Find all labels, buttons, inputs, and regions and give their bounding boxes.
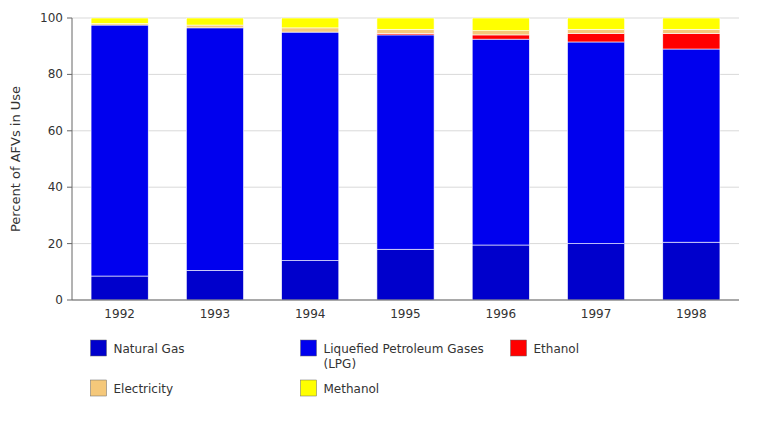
legend-swatch [91,380,107,396]
bar-segment [91,276,148,300]
grid-line [72,300,739,301]
x-tick-label: 1994 [295,307,326,321]
legend-label: Liquefied Petroleum Gases(LPG) [324,342,484,371]
bar-segment [91,18,148,24]
legend-label: Natural Gas [114,342,185,356]
x-tick-label: 1996 [486,307,517,321]
bar-segment [472,39,529,245]
chart-container: 0 20 40 60 80 100 1992 1993 1994 1995 1996 1997 1998… [0,0,763,430]
bar-segment [663,49,720,242]
bar-segment [377,35,434,249]
y-axis-line [72,18,73,300]
bar-segment [472,245,529,300]
x-tick-label: 1998 [676,307,707,321]
bar-segment [377,249,434,300]
y-tick [67,18,72,19]
bar-segment [663,34,720,50]
bar-segment [567,34,624,42]
bar-segment [472,31,529,35]
y-tick-label: 100 [40,11,63,25]
x-tick-label: 1997 [581,307,612,321]
bar-segment [472,18,529,31]
bar-segment [186,18,243,25]
bar-segment [91,25,148,276]
y-tick-label: 20 [48,237,63,251]
bar-segment [91,25,148,26]
legend-swatch [301,380,317,396]
bar-segment [567,29,624,33]
bar-segment [282,261,339,300]
legend-label: Ethanol [534,342,580,356]
legend-swatch [301,340,317,356]
chart: 0 20 40 60 80 100 1992 1993 1994 1995 1996 1997 1998… [0,0,763,430]
bar-segment [282,28,339,32]
bar-segment [663,29,720,33]
bar-segment [377,18,434,29]
bar-segment [186,25,243,28]
bar-segment [282,32,339,260]
bar-segment [663,18,720,29]
bar-segment [186,270,243,300]
y-tick-label: 0 [55,293,63,307]
y-tick-label: 60 [48,124,63,138]
x-axis-line [72,300,739,301]
legend-label: Methanol [324,382,380,396]
y-tick-label: 40 [48,180,63,194]
legend-swatch [91,340,107,356]
bars [91,18,720,300]
legend-swatch [511,340,527,356]
y-axis-label: Percent of AFVs in Use [8,86,23,232]
x-axis: 1992 1993 1994 1995 1996 1997 1998 [72,300,739,321]
y-tick [67,300,72,301]
y-axis: 0 20 40 60 80 100 [40,11,72,307]
bar-segment [186,28,243,271]
x-tick-label: 1993 [200,307,231,321]
bar-segment [567,244,624,300]
y-tick [67,130,72,131]
y-tick [67,187,72,188]
legend-label: Electricity [114,382,174,396]
x-tick-label: 1992 [104,307,135,321]
legend: Natural Gas Liquefied Petroleum Gases(LPG… [91,340,580,396]
grid [72,18,739,300]
y-tick [67,243,72,244]
bar-segment [282,18,339,28]
bar-segment [567,18,624,29]
bar-segment [472,35,529,39]
bar-segment [567,42,624,244]
bar-segment [377,29,434,33]
x-tick-label: 1995 [390,307,421,321]
y-tick [67,74,72,75]
bar-segment [663,242,720,300]
y-tick-label: 80 [48,67,63,81]
